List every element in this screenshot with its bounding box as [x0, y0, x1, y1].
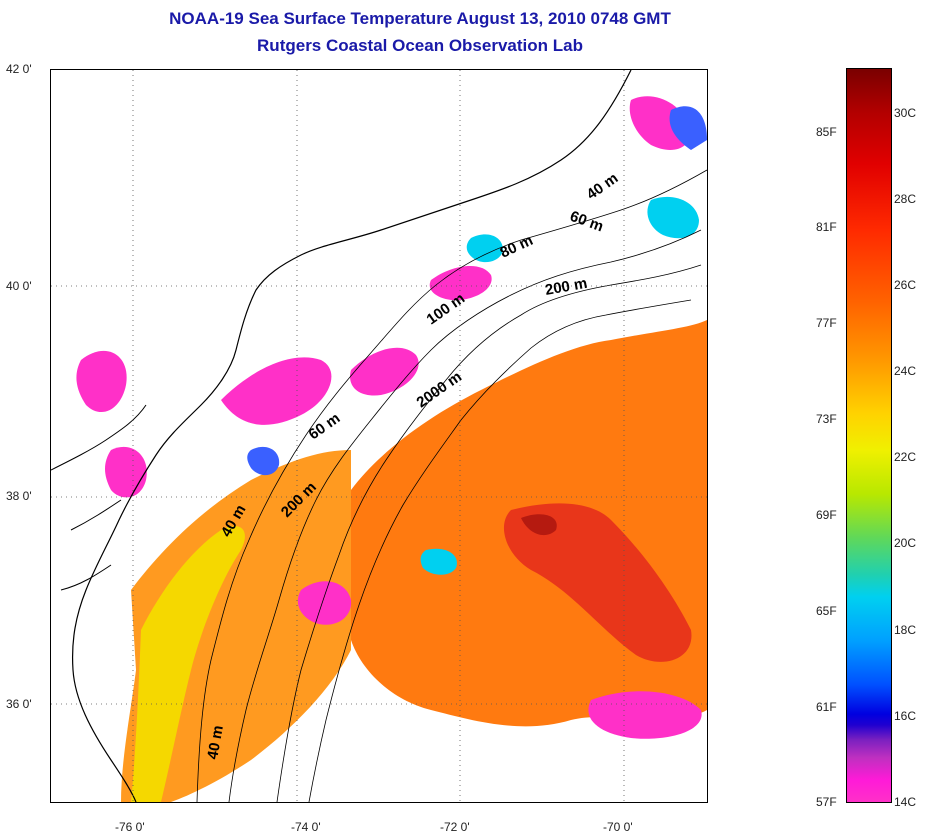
colorbar-c-label-30: 30C	[894, 106, 917, 120]
sst-blue-patches	[247, 106, 707, 476]
graticule	[51, 70, 707, 802]
contour-label-40m-south: 40 m	[204, 724, 227, 761]
colorbar-f-label-85: 85F	[816, 125, 837, 139]
coastline	[72, 70, 632, 802]
bathymetry-contours	[196, 169, 707, 802]
lon-label-74: -74 0'	[291, 820, 321, 834]
contour-label-40m-ne: 40 m	[584, 170, 622, 204]
colorbar-f-label-61: 61F	[816, 700, 837, 714]
contour-label-60m-ne: 60 m	[568, 208, 606, 236]
colorbar-f-label-57: 57F	[816, 795, 837, 809]
colorbar-f-label-65: 65F	[816, 604, 837, 618]
sst-cold-patches	[76, 96, 702, 739]
colorbar-c-label-18: 18C	[894, 623, 917, 637]
lat-label-40: 40 0'	[6, 279, 32, 293]
colorbar-c-label-20: 20C	[894, 536, 917, 550]
map-title: NOAA-19 Sea Surface Temperature August 1…	[169, 9, 671, 28]
temperature-colorbar	[846, 68, 892, 803]
colorbar-c-label-16: 16C	[894, 709, 917, 723]
sst-hot-core	[503, 503, 692, 662]
colorbar-f-label-69: 69F	[816, 508, 837, 522]
colorbar-c-label-24: 24C	[894, 364, 917, 378]
colorbar-c-label-28: 28C	[894, 192, 917, 206]
sst-map: 40 m 60 m 80 m 200 m 100 m 2000 m 60 m 2…	[50, 69, 708, 803]
colorbar-c-label-26: 26C	[894, 278, 917, 292]
contour-label-60m: 60 m	[306, 410, 344, 444]
bay-outline	[51, 404, 147, 591]
map-subtitle: Rutgers Coastal Ocean Observation Lab	[257, 36, 583, 55]
lat-label-36: 36 0'	[6, 697, 32, 711]
lat-label-42: 42 0'	[6, 62, 32, 76]
lat-label-38: 38 0'	[6, 489, 32, 503]
colorbar-c-label-22: 22C	[894, 450, 917, 464]
colorbar-c-label-14: 14C	[894, 795, 917, 809]
lon-label-72: -72 0'	[440, 820, 470, 834]
colorbar-f-label-81: 81F	[816, 220, 837, 234]
sst-yellow-nearshore	[131, 526, 245, 802]
sst-cyan-patches	[420, 196, 699, 575]
colorbar-f-label-73: 73F	[816, 412, 837, 426]
sst-darkred-patch	[521, 514, 557, 536]
lon-label-76: -76 0'	[115, 820, 145, 834]
lon-label-70: -70 0'	[603, 820, 633, 834]
sst-map-canvas: 40 m 60 m 80 m 200 m 100 m 2000 m 60 m 2…	[51, 70, 707, 802]
colorbar-f-label-77: 77F	[816, 316, 837, 330]
contour-label-80m: 80 m	[498, 232, 536, 262]
